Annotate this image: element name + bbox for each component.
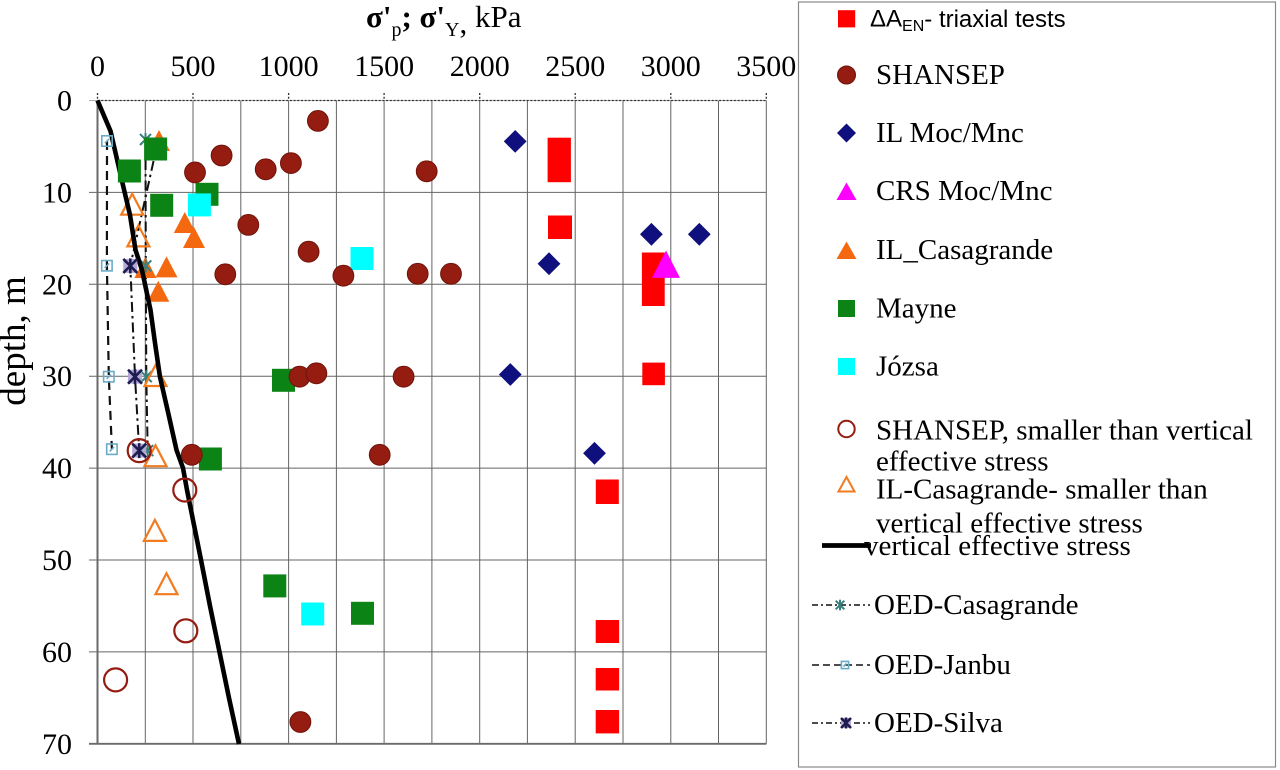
- svg-text:SHANSEP: SHANSEP: [876, 59, 1005, 91]
- svg-text:σ'p; σ'Y, kPa: σ'p; σ'Y, kPa: [366, 0, 522, 41]
- svg-text:IL-Casagrande- smaller than: IL-Casagrande- smaller than: [876, 474, 1208, 506]
- svg-text:vertical effective stress: vertical effective stress: [876, 508, 1143, 540]
- svg-text:500: 500: [171, 50, 216, 83]
- svg-text:2000: 2000: [450, 50, 510, 83]
- svg-text:3500: 3500: [736, 50, 796, 83]
- svg-text:Józsa: Józsa: [876, 351, 939, 383]
- svg-text:IL Moc/Mnc: IL Moc/Mnc: [876, 117, 1024, 149]
- svg-text:70: 70: [42, 728, 72, 761]
- svg-text:vertical effective stress: vertical effective stress: [864, 530, 1131, 562]
- svg-text:SHANSEP, smaller than vertical: SHANSEP, smaller than vertical: [876, 415, 1253, 447]
- svg-text:ΔAEN- triaxial tests: ΔAEN- triaxial tests: [870, 6, 1066, 35]
- svg-text:10: 10: [42, 176, 72, 209]
- svg-text:CRS Moc/Mnc: CRS Moc/Mnc: [876, 175, 1052, 207]
- svg-text:IL_Casagrande: IL_Casagrande: [876, 234, 1053, 266]
- svg-text:OED-Casagrande: OED-Casagrande: [874, 589, 1079, 621]
- svg-text:1000: 1000: [259, 50, 319, 83]
- svg-text:effective stress: effective stress: [876, 446, 1049, 478]
- svg-text:50: 50: [42, 544, 72, 577]
- svg-text:20: 20: [42, 268, 72, 301]
- svg-text:Mayne: Mayne: [876, 293, 957, 325]
- svg-text:1500: 1500: [354, 50, 414, 83]
- svg-text:3000: 3000: [641, 50, 701, 83]
- svg-text:0: 0: [90, 50, 105, 83]
- svg-text:OED-Janbu: OED-Janbu: [874, 649, 1011, 681]
- svg-text:0: 0: [57, 85, 72, 118]
- svg-text:30: 30: [42, 360, 72, 393]
- svg-text:40: 40: [42, 452, 72, 485]
- svg-text:depth, m: depth, m: [0, 276, 34, 406]
- svg-text:OED-Silva: OED-Silva: [874, 707, 1003, 739]
- svg-text:60: 60: [42, 636, 72, 669]
- svg-text:2500: 2500: [545, 50, 605, 83]
